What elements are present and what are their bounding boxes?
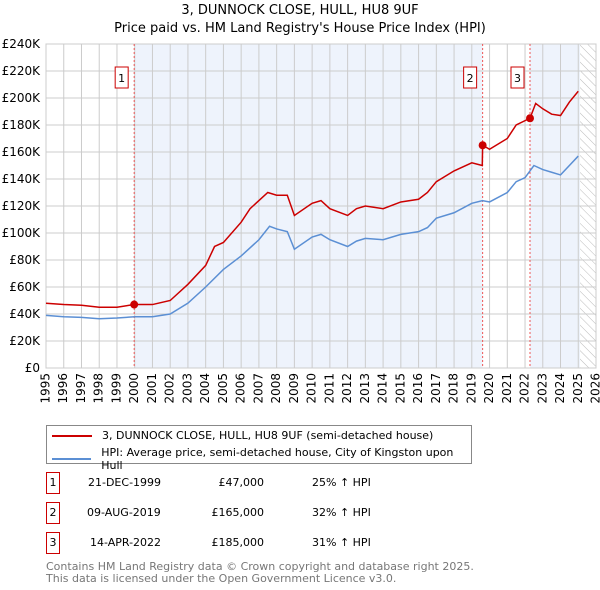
sale-point bbox=[526, 114, 534, 123]
x-tick-label: 2015 bbox=[393, 373, 407, 404]
y-tick-label: £20K bbox=[9, 334, 41, 348]
legend-swatch-hpi bbox=[52, 458, 92, 460]
x-tick-label: 2003 bbox=[180, 373, 194, 404]
y-tick-label: £240K bbox=[2, 37, 42, 51]
y-tick-label: £160K bbox=[2, 145, 42, 159]
x-tick-label: 2011 bbox=[322, 373, 336, 404]
x-tick-label: 2020 bbox=[482, 373, 496, 404]
x-tick-label: 2024 bbox=[553, 373, 567, 404]
x-tick-label: 2013 bbox=[358, 373, 372, 404]
x-tick-label: 2017 bbox=[429, 373, 443, 404]
x-tick-label: 2012 bbox=[340, 373, 354, 404]
x-tick-label: 1996 bbox=[56, 373, 70, 404]
plot-border bbox=[45, 43, 597, 369]
price-chart: 1995 1996 1997 1998 1999 2000 2001 2002 2003 2004… bbox=[2, 37, 600, 404]
sale-price: £165,000 bbox=[211, 506, 265, 519]
chart-title: 3, DUNNOCK CLOSE, HULL, HU8 9UF bbox=[181, 3, 419, 18]
x-tick-label: 2009 bbox=[287, 373, 301, 404]
sale-hpi: 32% ↑ HPI bbox=[312, 506, 371, 519]
x-tick-label: 2005 bbox=[216, 373, 230, 404]
footer-line: Contains HM Land Registry data © Crown c… bbox=[46, 560, 474, 573]
sale-date: 09-AUG-2019 bbox=[87, 506, 161, 519]
x-tick-label: 2021 bbox=[500, 373, 514, 404]
series-line bbox=[45, 90, 579, 308]
sale-marker-label: 2 bbox=[467, 72, 474, 85]
y-tick-label: £200K bbox=[2, 91, 42, 105]
x-tick-label: 1998 bbox=[92, 373, 106, 404]
x-tick-label: 2025 bbox=[571, 373, 585, 404]
sale-point bbox=[478, 141, 487, 150]
sale-hpi: 25% ↑ HPI bbox=[312, 476, 371, 489]
sale-marker-box bbox=[463, 66, 478, 89]
x-tick-label: 2006 bbox=[234, 373, 248, 404]
sale-marker-label: 1 bbox=[46, 472, 60, 494]
sale-marker-label: 3 bbox=[46, 532, 60, 554]
x-tick-label: 2018 bbox=[447, 373, 461, 404]
x-tick-label: 2026 bbox=[589, 373, 600, 404]
sale-price: £185,000 bbox=[211, 536, 265, 549]
series-line bbox=[45, 155, 579, 320]
x-tick-label: 1999 bbox=[109, 373, 123, 404]
sale-marker-label: 3 bbox=[514, 72, 521, 85]
x-tick-label: 1995 bbox=[39, 373, 53, 404]
x-tick-label: 2023 bbox=[535, 373, 549, 404]
y-tick-label: £100K bbox=[2, 226, 42, 240]
sale-marker-label: 1 bbox=[118, 72, 125, 85]
x-tick-label: 1997 bbox=[74, 373, 88, 404]
chart-subtitle: Price paid vs. HM Land Registry's House … bbox=[114, 21, 486, 36]
sale-row: 3 14-APR-2022 £185,000 31% ↑ HPI bbox=[46, 532, 466, 554]
legend-label-hpi: HPI: Average price, semi-detached house,… bbox=[101, 446, 454, 472]
sale-point bbox=[130, 300, 139, 309]
x-tick-label: 2010 bbox=[305, 373, 319, 404]
y-tick-label: £180K bbox=[2, 118, 42, 132]
sale-marker-label: 2 bbox=[46, 502, 60, 524]
y-tick-label: £220K bbox=[2, 64, 42, 78]
sale-date: 21-DEC-1999 bbox=[88, 476, 162, 489]
y-tick-label: £120K bbox=[2, 199, 42, 213]
y-tick-label: £0 bbox=[25, 361, 40, 375]
y-tick-label: £140K bbox=[2, 172, 42, 186]
legend-swatch-property bbox=[52, 434, 92, 437]
x-tick-label: 2014 bbox=[376, 373, 390, 404]
x-tick-label: 2016 bbox=[411, 373, 425, 404]
sale-marker-box bbox=[114, 66, 129, 89]
x-tick-label: 2000 bbox=[127, 373, 141, 404]
x-tick-label: 2004 bbox=[198, 373, 212, 404]
legend-label-property: 3, DUNNOCK CLOSE, HULL, HU8 9UF (semi-de… bbox=[102, 429, 434, 442]
sale-marker-box bbox=[510, 66, 525, 89]
legend: 3, DUNNOCK CLOSE, HULL, HU8 9UF (semi-de… bbox=[46, 425, 472, 472]
x-tick-label: 2019 bbox=[464, 373, 478, 404]
y-tick-label: £80K bbox=[9, 253, 41, 267]
y-tick-label: £40K bbox=[9, 307, 41, 321]
sale-date: 14-APR-2022 bbox=[90, 536, 162, 549]
x-tick-label: 2002 bbox=[163, 373, 177, 404]
x-tick-label: 2008 bbox=[269, 373, 283, 404]
x-tick-label: 2022 bbox=[518, 373, 532, 404]
sale-row: 1 21-DEC-1999 £47,000 25% ↑ HPI bbox=[46, 472, 466, 494]
y-tick-label: £60K bbox=[9, 280, 41, 294]
x-tick-label: 2007 bbox=[251, 373, 265, 404]
sale-row: 2 09-AUG-2019 £165,000 32% ↑ HPI bbox=[46, 502, 466, 524]
footer-line: This data is licensed under the Open Gov… bbox=[46, 572, 397, 585]
sale-price: £47,000 bbox=[218, 476, 265, 489]
footer: Contains HM Land Registry data © Crown c… bbox=[46, 561, 474, 585]
sale-hpi: 31% ↑ HPI bbox=[312, 536, 371, 549]
x-tick-label: 2001 bbox=[145, 373, 159, 404]
